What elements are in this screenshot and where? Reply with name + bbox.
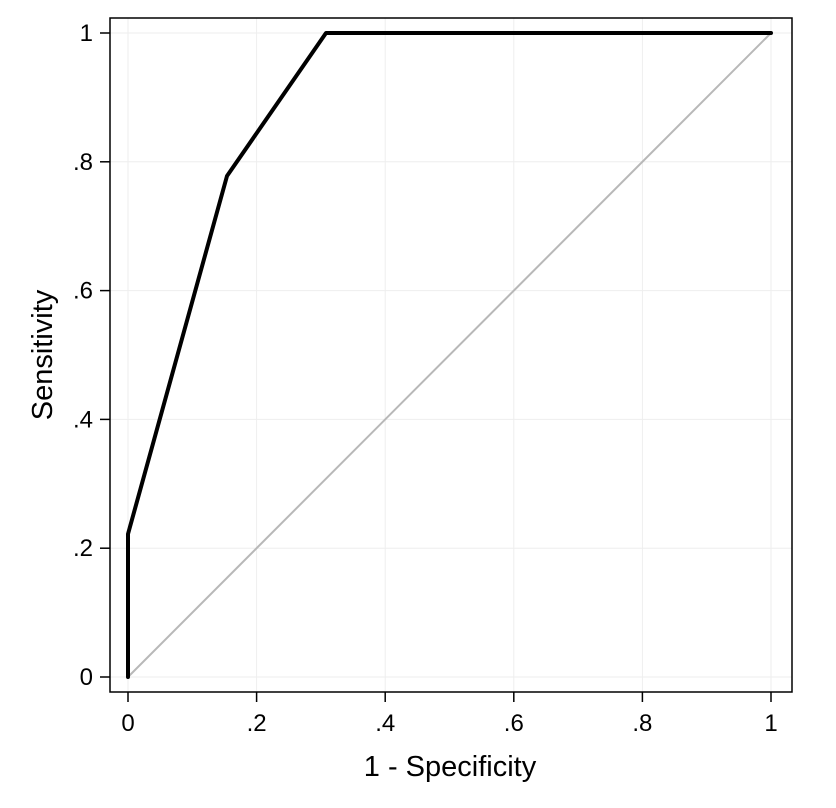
y-tick-label-2: .4 <box>73 406 93 433</box>
y-tick-label-0: 0 <box>80 664 93 691</box>
x-tick-label-1: .2 <box>247 710 267 737</box>
x-tick-label-5: 1 <box>764 710 777 737</box>
y-axis-title: Sensitivity <box>27 289 59 420</box>
y-tick-label-5: 1 <box>80 20 93 47</box>
roc-curve-point <box>324 31 328 35</box>
x-tick-label-3: .6 <box>504 710 524 737</box>
x-tick-label-0: 0 <box>121 710 134 737</box>
plot-series <box>126 31 773 679</box>
y-tick-label-4: .8 <box>73 149 93 176</box>
y-tick-label-3: .6 <box>73 278 93 305</box>
x-axis-title: 1 - Specificity <box>364 751 537 783</box>
axes: 0 .2 .4 .6 .8 1 0 .2 .4 .6 .8 1 <box>73 20 778 737</box>
x-tick-label-4: .8 <box>632 710 652 737</box>
roc-curve-point <box>126 532 130 536</box>
reference-line <box>127 32 772 678</box>
plot-frame <box>109 17 793 693</box>
x-tick-label-2: .4 <box>375 710 395 737</box>
roc-curve-point <box>769 31 773 35</box>
y-tick-label-1: .2 <box>73 535 93 562</box>
roc-curve-point <box>126 675 130 679</box>
roc-curve-point <box>225 174 229 178</box>
